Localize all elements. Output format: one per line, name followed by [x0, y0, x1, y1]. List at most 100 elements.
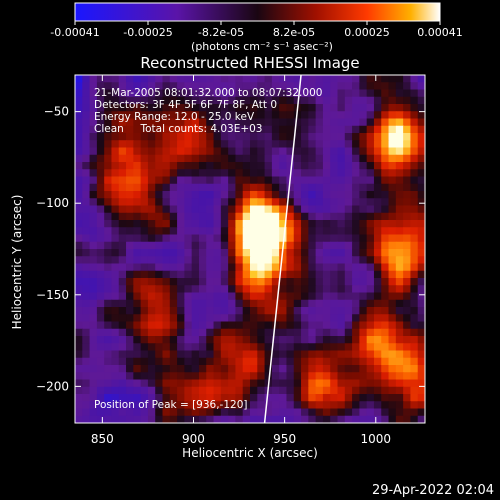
heatmap-cell	[228, 96, 237, 105]
heatmap-cell	[286, 372, 295, 381]
heatmap-cell	[264, 147, 273, 156]
heatmap-cell	[388, 111, 397, 120]
heatmap-cell	[286, 89, 295, 98]
heatmap-cell	[169, 365, 178, 373]
heatmap-cell	[322, 234, 331, 243]
heatmap-cell	[279, 256, 288, 265]
heatmap-cell	[337, 394, 346, 402]
heatmap-cell	[177, 249, 185, 257]
heatmap-cell	[133, 118, 142, 127]
heatmap-cell	[242, 154, 251, 163]
heatmap-cell	[308, 328, 317, 337]
heatmap-cell	[155, 205, 164, 214]
heatmap-cell	[417, 133, 425, 141]
heatmap-cell	[403, 169, 412, 178]
heatmap-cell	[75, 328, 83, 337]
heatmap-cell	[315, 343, 324, 352]
x-tick-label: 1000	[361, 432, 392, 446]
heatmap-cell	[271, 162, 280, 170]
heatmap-cell	[162, 147, 171, 156]
heatmap-cell	[373, 147, 382, 156]
heatmap-cell	[286, 212, 295, 221]
heatmap-cell	[344, 125, 353, 134]
heatmap-cell	[330, 96, 339, 105]
heatmap-cell	[286, 270, 295, 279]
heatmap-cell	[293, 212, 302, 221]
heatmap-cell	[133, 379, 142, 388]
heatmap-cell	[96, 147, 105, 156]
heatmap-cell	[301, 401, 309, 410]
heatmap-cell	[330, 365, 339, 373]
heatmap-cell	[250, 394, 258, 402]
heatmap-cell	[162, 154, 171, 163]
heatmap-cell	[89, 379, 98, 388]
heatmap-cell	[388, 176, 397, 185]
heatmap-cell	[337, 176, 346, 185]
heatmap-cell	[213, 241, 222, 250]
heatmap-cell	[417, 285, 425, 294]
heatmap-cell	[330, 220, 339, 228]
heatmap-cell	[279, 140, 288, 149]
heatmap-cell	[220, 234, 229, 243]
heatmap-cell	[417, 162, 425, 170]
heatmap-cell	[126, 89, 134, 98]
heatmap-cell	[410, 89, 419, 98]
heatmap-cell	[184, 205, 193, 214]
heatmap-cell	[104, 162, 113, 170]
colorbar-tick-label: -8.2e-05	[198, 26, 244, 39]
heatmap-cell	[242, 104, 251, 112]
heatmap-cell	[395, 96, 404, 105]
heatmap-cell	[250, 408, 258, 417]
heatmap-cell	[395, 270, 404, 279]
heatmap-cell	[388, 350, 397, 359]
heatmap-cell	[89, 227, 98, 236]
heatmap-cell	[279, 307, 288, 315]
heatmap-cell	[395, 176, 404, 185]
heatmap-cell	[191, 111, 200, 120]
heatmap-cell	[373, 212, 382, 221]
heatmap-cell	[235, 154, 244, 163]
heatmap-cell	[337, 307, 346, 315]
heatmap-cell	[140, 154, 149, 163]
heatmap-cell	[133, 147, 142, 156]
heatmap-cell	[155, 227, 164, 236]
heatmap-cell	[373, 154, 382, 163]
heatmap-cell	[286, 256, 295, 265]
heatmap-cell	[337, 162, 346, 170]
heatmap-cell	[403, 212, 412, 221]
heatmap-cell	[250, 401, 258, 410]
heatmap-cell	[322, 372, 331, 381]
heatmap-cell	[337, 75, 346, 83]
heatmap-cell	[155, 125, 164, 134]
heatmap-cell	[96, 278, 105, 286]
heatmap-cell	[381, 89, 390, 98]
heatmap-cell	[75, 96, 83, 105]
heatmap-cell	[155, 96, 164, 105]
heatmap-cell	[162, 176, 171, 185]
heatmap-cell	[322, 350, 331, 359]
heatmap-cell	[344, 75, 353, 83]
heatmap-cell	[242, 379, 251, 388]
heatmap-cell	[337, 191, 346, 199]
heatmap-cell	[198, 133, 207, 141]
heatmap-cell	[89, 89, 98, 98]
heatmap-cell	[111, 343, 120, 352]
heatmap-cell	[373, 249, 382, 257]
heatmap-cell	[337, 125, 346, 134]
heatmap-cell	[228, 379, 237, 388]
heatmap-cell	[96, 205, 105, 214]
heatmap-cell	[322, 241, 331, 250]
heatmap-cell	[352, 169, 360, 178]
heatmap-cell	[330, 162, 339, 170]
heatmap-cell	[410, 379, 419, 388]
heatmap-cell	[403, 111, 412, 120]
heatmap-cell	[206, 307, 215, 315]
heatmap-cell	[344, 350, 353, 359]
heatmap-cell	[403, 307, 412, 315]
heatmap-cell	[417, 270, 425, 279]
heatmap-cell	[111, 401, 120, 410]
heatmap-cell	[250, 140, 258, 149]
heatmap-cell	[417, 350, 425, 359]
heatmap-cell	[381, 96, 390, 105]
heatmap-cell	[264, 191, 273, 199]
